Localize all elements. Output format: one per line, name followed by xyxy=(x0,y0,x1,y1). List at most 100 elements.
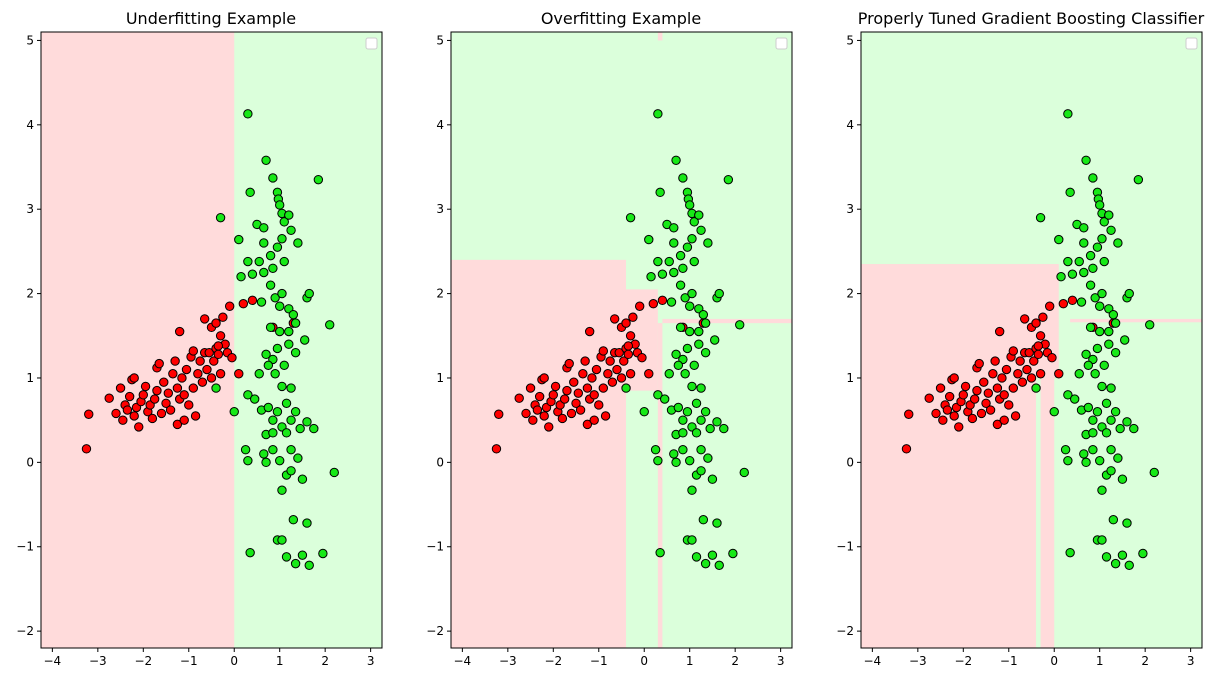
scatter-point-red xyxy=(935,383,946,393)
scatter-point-red xyxy=(625,369,636,379)
scatter-point-green xyxy=(302,518,312,528)
scatter-point-green xyxy=(277,535,287,545)
scatter-point-green xyxy=(691,428,702,438)
scatter-point-green xyxy=(1076,297,1087,307)
scatter-point-green xyxy=(1104,339,1114,349)
scatter-point-green xyxy=(1106,225,1116,236)
scatter-point-green xyxy=(302,417,312,427)
scatter-point-red xyxy=(152,385,162,396)
scatter-point-green xyxy=(1108,309,1119,320)
scatter-point-red xyxy=(589,415,599,425)
scatter-point-green xyxy=(689,256,699,267)
scatter-point-green xyxy=(1117,550,1128,560)
y-tick-label: 1 xyxy=(846,371,854,385)
scatter-point-red xyxy=(1031,318,1041,328)
scatter-point-red xyxy=(657,295,668,306)
axes-frame xyxy=(860,31,1203,649)
scatter-point-green xyxy=(1074,369,1084,379)
scatter-point-green xyxy=(678,263,688,273)
scatter-point-red xyxy=(1001,364,1012,375)
scatter-point-red xyxy=(159,377,169,387)
scatter-point-green xyxy=(682,343,693,354)
scatter-point-green xyxy=(297,550,308,560)
x-tick-label: 0 xyxy=(230,654,238,668)
scatter-point-red xyxy=(514,393,524,403)
scatter-point-green xyxy=(675,250,686,261)
scatter-point-green xyxy=(1081,457,1091,468)
scatter-point-green xyxy=(1104,210,1114,220)
scatter-point-green xyxy=(243,109,253,119)
scatter-point-green xyxy=(653,455,663,466)
scatter-point-red xyxy=(578,369,588,379)
scatter-point-green xyxy=(705,423,715,434)
scatter-point-green xyxy=(728,548,738,559)
scatter-point-green xyxy=(1113,238,1123,248)
scatter-point-green xyxy=(678,428,688,438)
scatter-point-red xyxy=(954,422,964,432)
scatter-point-red xyxy=(992,383,1003,393)
scatter-point-green xyxy=(1092,343,1103,354)
scatter-point-green xyxy=(1090,369,1100,379)
scatter-point-green xyxy=(639,407,649,417)
scatter-point-red xyxy=(985,405,996,415)
legend-box xyxy=(365,37,378,50)
scatter-point-green xyxy=(680,369,690,379)
x-tick-label: −4 xyxy=(454,654,472,668)
scatter-point-green xyxy=(687,485,697,495)
scatter-point-green xyxy=(696,225,706,236)
scatter-point-green xyxy=(288,309,299,320)
scatter-point-green xyxy=(261,155,271,165)
scatter-point-green xyxy=(300,335,310,345)
x-tick-label: −4 xyxy=(44,654,62,668)
scatter-point-red xyxy=(584,326,595,337)
scatter-point-green xyxy=(707,550,718,560)
scatter-point-red xyxy=(949,373,959,383)
scatter-point-green xyxy=(1129,423,1139,434)
scatter-point-green xyxy=(669,449,679,459)
scatter-point-red xyxy=(994,326,1005,337)
scatter-point-green xyxy=(313,174,324,185)
red-region xyxy=(1040,377,1055,648)
scatter-point-red xyxy=(134,422,144,432)
scatter-point-red xyxy=(204,347,214,358)
scatter-point-red xyxy=(199,314,210,324)
scatter-point-red xyxy=(1035,331,1046,341)
scatter-point-green xyxy=(243,390,253,400)
scatter-point-green xyxy=(1095,326,1105,337)
scatter-point-green xyxy=(268,263,278,273)
scatter-point-red xyxy=(195,356,205,366)
red-region xyxy=(1070,318,1202,323)
scatter-point-red xyxy=(999,390,1009,400)
scatter-point-red xyxy=(188,383,199,393)
scatter-point-red xyxy=(566,408,577,419)
scatter-point-green xyxy=(1088,415,1098,425)
scatter-point-green xyxy=(646,272,656,282)
scatter-point-green xyxy=(259,238,269,248)
scatter-point-red xyxy=(619,356,629,366)
scatter-point-red xyxy=(1026,373,1037,383)
scatter-point-green xyxy=(707,474,718,484)
scatter-point-green xyxy=(1106,444,1116,455)
scatter-point-red xyxy=(591,364,602,375)
scatter-point-green xyxy=(1097,535,1107,545)
scatter-point-green xyxy=(1110,318,1121,328)
scatter-point-green xyxy=(1079,267,1089,278)
scatter-point-red xyxy=(594,400,604,410)
x-tick-label: 0 xyxy=(1050,654,1058,668)
scatter-point-red xyxy=(938,415,948,425)
y-tick-label: 5 xyxy=(846,33,854,47)
scatter-point-red xyxy=(598,383,609,393)
scatter-point-red xyxy=(181,364,192,375)
scatter-point-red xyxy=(557,413,568,424)
scatter-point-red xyxy=(901,444,912,454)
scatter-point-green xyxy=(281,428,292,438)
plot-area xyxy=(451,32,792,648)
scatter-point-green xyxy=(1120,335,1130,345)
scatter-point-green xyxy=(275,455,285,466)
scatter-point-green xyxy=(1074,256,1084,267)
scatter-point-red xyxy=(960,381,971,392)
scatter-point-green xyxy=(293,238,303,248)
scatter-point-green xyxy=(664,256,674,267)
scatter-point-green xyxy=(286,415,296,425)
scatter-point-green xyxy=(682,407,693,417)
